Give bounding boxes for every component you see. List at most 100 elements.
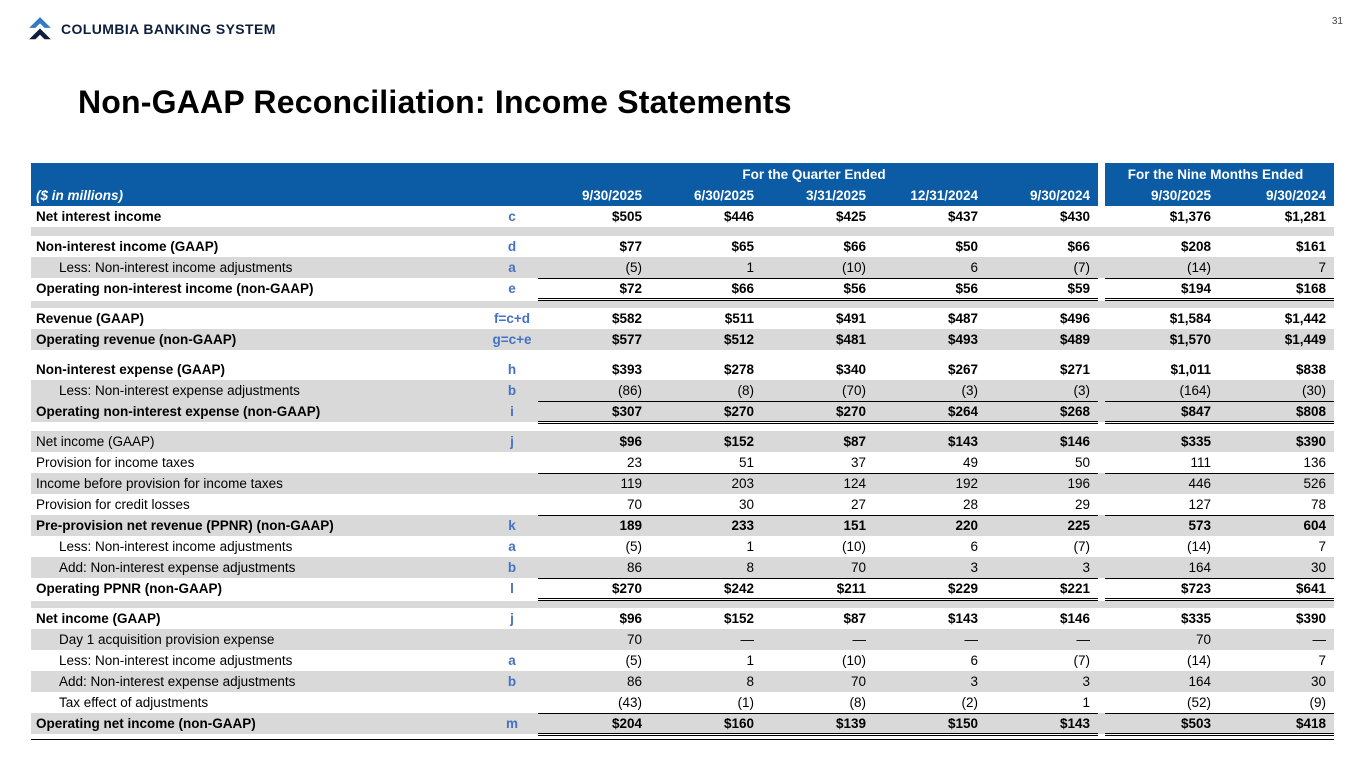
row-note: j bbox=[486, 431, 538, 452]
cell-value: (5) bbox=[625, 653, 643, 668]
cell-value: $271 bbox=[1059, 362, 1091, 377]
cell-value: $641 bbox=[1219, 578, 1335, 601]
cell-value: $87 bbox=[762, 431, 874, 452]
cell-value: (3) bbox=[986, 380, 1099, 402]
table-row: Add: Non-interest expense adjustments b 86… bbox=[31, 557, 1335, 579]
cell-value: 28 bbox=[874, 494, 986, 516]
cell-value: (70) bbox=[762, 380, 874, 402]
cell-value: 1 bbox=[746, 653, 754, 668]
group-gap bbox=[1098, 713, 1106, 734]
row-note: g=c+e bbox=[486, 329, 538, 350]
row-label: Operating net income (non-GAAP) bbox=[31, 713, 486, 734]
cell-value: $143 bbox=[874, 431, 986, 452]
cell-value: $577 bbox=[538, 329, 650, 350]
row-note: a bbox=[508, 653, 516, 668]
row-label: Pre-provision net revenue (PPNR) (non-GA… bbox=[31, 515, 486, 536]
row-note: a bbox=[508, 539, 516, 554]
cell-value: (7) bbox=[1073, 539, 1091, 554]
row-note bbox=[486, 494, 538, 515]
cell-value: $1,281 bbox=[1284, 209, 1327, 224]
cell-value: 3 bbox=[986, 671, 1099, 692]
cell-value: — bbox=[650, 629, 762, 650]
spacer-cell bbox=[31, 422, 1334, 431]
cell-value: 220 bbox=[874, 515, 986, 536]
cell-value: 51 bbox=[650, 452, 762, 474]
cell-value: $1,011 bbox=[1170, 362, 1212, 377]
row-label: Less: Non-interest income adjustments bbox=[31, 257, 486, 278]
cell-value: $1,376 bbox=[1169, 209, 1212, 224]
row-note: m bbox=[486, 713, 538, 734]
cell-value: (10) bbox=[762, 257, 874, 279]
cell-value: $390 bbox=[1219, 431, 1335, 452]
cell-value: 1 bbox=[746, 539, 754, 554]
group-gap bbox=[1098, 206, 1105, 227]
company-logo: COLUMBIA BANKING SYSTEM bbox=[27, 16, 276, 42]
cell-value: $66 bbox=[1067, 239, 1091, 254]
cell-value: $66 bbox=[843, 239, 866, 254]
cell-value: $489 bbox=[986, 329, 1099, 350]
cell-value: 70 bbox=[762, 557, 874, 579]
cell-value: $152 bbox=[650, 431, 762, 452]
group-gap bbox=[1098, 380, 1106, 401]
table-row: Less: Non-interest income adjustments a (5… bbox=[31, 257, 1335, 279]
cell-value: 3 bbox=[874, 671, 986, 692]
cell-value: $723 bbox=[1105, 578, 1220, 601]
cell-value: $139 bbox=[762, 713, 874, 736]
row-note: f=c+d bbox=[493, 311, 531, 326]
cell-value: — bbox=[762, 629, 874, 650]
cell-value: 127 bbox=[1105, 494, 1220, 516]
cell-value: 70 bbox=[538, 629, 650, 650]
cell-value: (14) bbox=[1187, 539, 1212, 554]
cell-value: (3) bbox=[874, 380, 986, 402]
table-row: Operating PPNR (non-GAAP) l $270 $242 $211 $2… bbox=[31, 578, 1335, 601]
row-label: Less: Non-interest income adjustments bbox=[59, 653, 293, 668]
page-number: 31 bbox=[1331, 16, 1343, 27]
cell-value: 50 bbox=[986, 452, 1099, 474]
row-label: Net interest income bbox=[36, 209, 162, 224]
cell-value: $87 bbox=[843, 611, 866, 626]
cell-value: 8 bbox=[650, 557, 762, 579]
cell-value: 136 bbox=[1219, 452, 1335, 474]
spacer-cell bbox=[31, 599, 1335, 608]
cell-value: 7 bbox=[1318, 539, 1327, 554]
cell-value: $493 bbox=[874, 329, 986, 350]
cell-value: (7) bbox=[1073, 653, 1091, 668]
spacer-cell bbox=[31, 227, 1335, 236]
cell-value: (10) bbox=[841, 653, 866, 668]
group-gap bbox=[1098, 431, 1106, 452]
cell-value: $418 bbox=[1219, 713, 1335, 736]
cell-value: 573 bbox=[1105, 515, 1220, 536]
group-gap bbox=[1098, 692, 1105, 713]
column-header-date: 9/30/2024 bbox=[986, 185, 1099, 206]
cell-value: 526 bbox=[1219, 473, 1335, 494]
cell-value: $66 bbox=[650, 278, 762, 301]
cell-value: 27 bbox=[762, 494, 874, 516]
table-row: Net income (GAAP) j $96 $152 $87 $143 $146 $335… bbox=[31, 431, 1335, 452]
cell-value: $77 bbox=[619, 239, 642, 254]
row-label: Add: Non-interest expense adjustments bbox=[31, 671, 486, 692]
group-gap bbox=[1098, 401, 1106, 422]
cell-value: $505 bbox=[611, 209, 642, 224]
cell-value: 70 bbox=[1105, 629, 1220, 650]
row-note: j bbox=[510, 611, 514, 626]
row-note: b bbox=[486, 671, 538, 692]
cell-value: 70 bbox=[538, 494, 650, 516]
cell-value: 446 bbox=[1105, 473, 1220, 494]
cell-value: $511 bbox=[724, 311, 754, 326]
cell-value: (8) bbox=[762, 692, 874, 714]
cell-value: $208 bbox=[1180, 239, 1212, 254]
cell-value: 196 bbox=[986, 473, 1099, 494]
cell-value: $393 bbox=[611, 362, 642, 377]
cell-value: $838 bbox=[1295, 362, 1327, 377]
cell-value: $1,570 bbox=[1105, 329, 1220, 350]
row-note: k bbox=[486, 515, 538, 536]
group-gap bbox=[1098, 650, 1105, 671]
cell-value: $270 bbox=[538, 578, 650, 601]
cell-value: $503 bbox=[1105, 713, 1220, 736]
cell-value: $50 bbox=[955, 239, 978, 254]
group-header-row: For the Quarter Ended For the Nine Month… bbox=[31, 163, 1335, 185]
table-row: Provision for credit losses 70 30 27 28 29 127… bbox=[31, 494, 1335, 516]
table-row: Revenue (GAAP) f=c+d $582 $511 $491 $487 $496 $… bbox=[31, 308, 1334, 329]
table-row: Operating revenue (non-GAAP) g=c+e $577 $51… bbox=[31, 329, 1335, 350]
row-label: Provision for credit losses bbox=[36, 497, 190, 512]
